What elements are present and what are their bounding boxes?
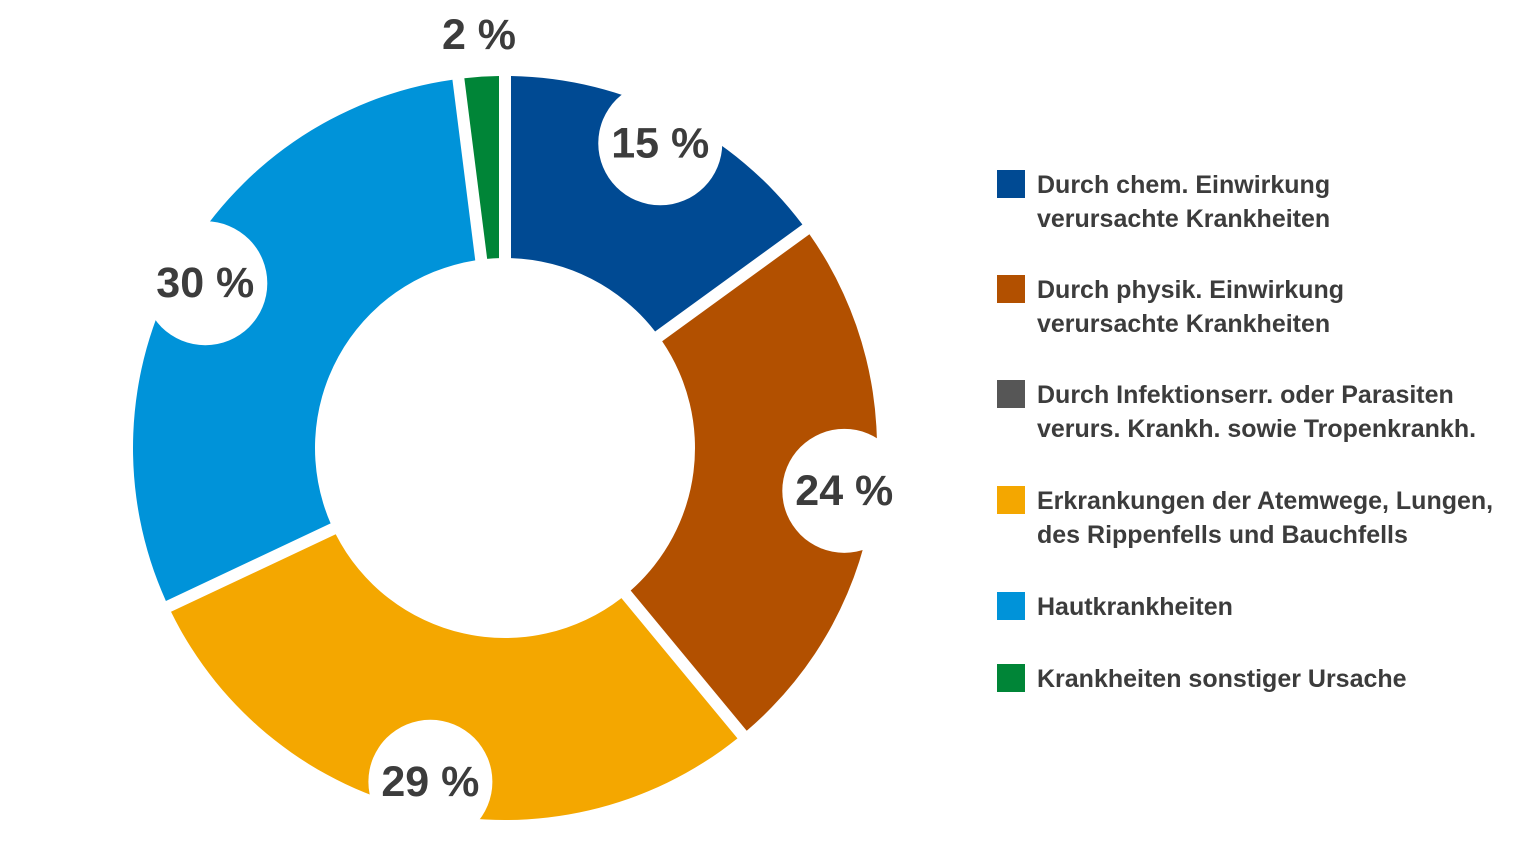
label-bubble (782, 428, 907, 553)
donut-slices (133, 76, 877, 820)
label-bubble (598, 81, 723, 206)
legend-swatch (997, 592, 1025, 620)
slice-value-labels: 15 % 24 % 29 % 30 % 2 % (143, 11, 907, 844)
legend-item: Hautkrankheiten (997, 590, 1233, 624)
donut-slice (630, 234, 877, 731)
legend-label: Durch Infektionserr. oder Parasiten veru… (1037, 381, 1477, 443)
label-bubble (143, 221, 268, 346)
slice-value-label: 30 % (156, 259, 254, 307)
legend-swatch (997, 170, 1025, 198)
donut-slice (133, 79, 476, 601)
slice-value-label: 15 % (611, 119, 709, 167)
legend-label: Hautkrankheiten (1037, 593, 1233, 621)
donut-slice (464, 76, 500, 259)
legend-label: Krankheiten sonstiger Ursache (1037, 665, 1407, 693)
legend-item: Erkrankungen der Atemwege, Lungen, des R… (997, 484, 1493, 552)
label-bubble (368, 719, 493, 844)
legend: Durch chem. Einwirkung verursachte Krank… (997, 0, 1527, 863)
legend-label: Durch physik. Einwirkung verursachte Kra… (1037, 276, 1344, 338)
legend-swatch (997, 380, 1025, 408)
legend-label: Durch chem. Einwirkung verursachte Krank… (1037, 171, 1331, 233)
legend-item: Durch chem. Einwirkung verursachte Krank… (997, 168, 1330, 236)
legend-label: Erkrankungen der Atemwege, Lungen, des R… (1037, 487, 1494, 549)
legend-item: Durch Infektionserr. oder Parasiten veru… (997, 378, 1476, 446)
legend-swatch (997, 275, 1025, 303)
legend-swatch (997, 664, 1025, 692)
slice-value-label: 24 % (795, 467, 893, 515)
donut-slice (171, 534, 738, 820)
legend-item: Durch physik. Einwirkung verursachte Kra… (997, 273, 1344, 341)
legend-swatch (997, 486, 1025, 514)
donut-chart: 15 % 24 % 29 % 30 % 2 % (133, 10, 907, 844)
slice-value-label: 29 % (381, 758, 479, 806)
slice-value-label: 2 % (442, 11, 516, 59)
legend-item: Krankheiten sonstiger Ursache (997, 662, 1407, 696)
